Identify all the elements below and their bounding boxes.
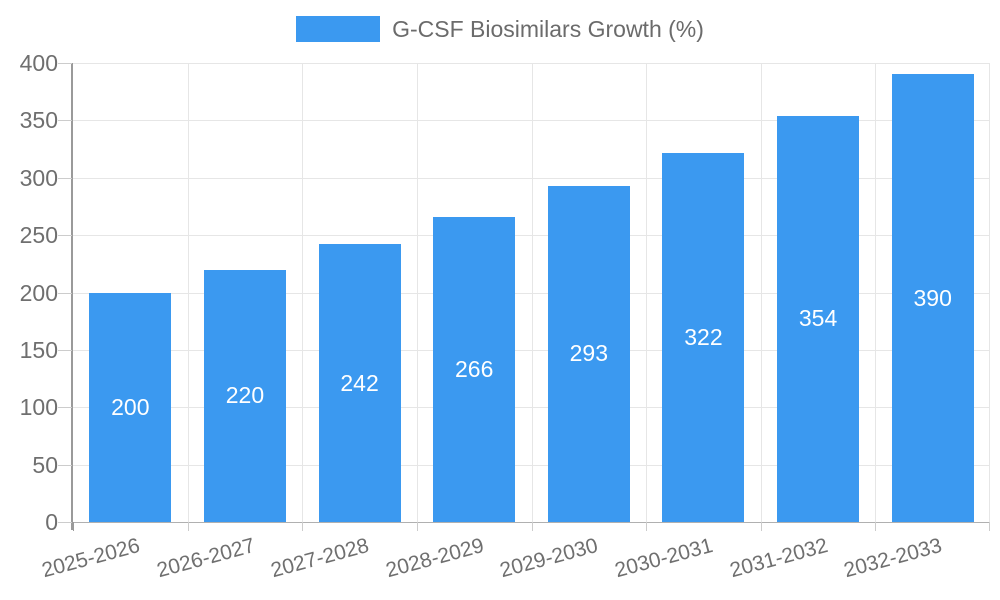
bar[interactable]: 322	[662, 152, 745, 522]
bar[interactable]: 293	[547, 185, 630, 522]
gridline-vertical	[302, 63, 304, 522]
gridline-vertical	[875, 63, 877, 522]
gridline-vertical	[646, 63, 648, 522]
y-axis-tick-label: 250	[19, 222, 58, 249]
bar-value-label: 242	[340, 369, 379, 396]
bar-value-label: 293	[569, 340, 608, 367]
x-axis-label-anchor: 2032-2033	[639, 534, 945, 582]
y-axis-tick-label: 350	[19, 107, 58, 134]
y-axis-tick-mark	[58, 407, 72, 409]
gridline-vertical	[187, 63, 189, 522]
x-axis-tick-label: 2032-2033	[841, 534, 945, 583]
x-axis-tick-mark	[416, 522, 418, 531]
y-axis-tick-mark	[58, 177, 72, 179]
legend-label: G-CSF Biosimilars Growth (%)	[392, 16, 704, 42]
y-axis-tick-mark	[58, 63, 72, 64]
legend-swatch	[296, 16, 381, 42]
gridline-vertical	[531, 63, 533, 522]
x-axis-tick-mark	[187, 522, 189, 531]
y-axis-tick-label: 200	[19, 279, 58, 306]
bar-value-label: 322	[684, 323, 723, 350]
chart-legend[interactable]: G-CSF Biosimilars Growth (%)	[0, 15, 1000, 43]
y-axis-tick-label: 300	[19, 164, 58, 191]
x-axis-tick-mark	[760, 522, 762, 531]
bar-value-label: 200	[111, 393, 150, 420]
gridline-vertical	[416, 63, 418, 522]
bar[interactable]: 390	[891, 74, 974, 522]
y-axis-line	[71, 63, 73, 530]
x-axis-tick-mark	[531, 522, 533, 531]
bar-value-label: 390	[913, 284, 952, 311]
bar-value-label: 354	[798, 305, 838, 332]
bar[interactable]: 266	[433, 216, 516, 522]
y-axis-tick-label: 100	[19, 394, 58, 421]
gridline-vertical	[989, 63, 990, 522]
y-axis-tick-label: 150	[19, 336, 58, 363]
y-axis-tick-label: 400	[19, 50, 58, 76]
y-axis-tick-mark	[58, 292, 72, 294]
gridline-vertical	[760, 63, 762, 522]
y-axis-tick-mark	[58, 464, 72, 466]
x-axis-tick-mark	[875, 522, 877, 531]
x-axis-tick-mark	[73, 522, 74, 531]
y-axis-tick-mark	[58, 522, 72, 523]
bar-value-label: 220	[225, 382, 265, 409]
bar[interactable]: 354	[777, 115, 860, 522]
x-axis-tick-mark	[302, 522, 304, 531]
y-axis-tick-mark	[58, 349, 72, 351]
x-axis-tick-mark	[989, 522, 990, 531]
y-axis-tick-mark	[58, 120, 72, 122]
bar[interactable]: 220	[203, 269, 286, 522]
x-axis-tick-mark	[646, 522, 648, 531]
y-axis-tick-label: 0	[45, 509, 58, 535]
bar-value-label: 266	[455, 355, 494, 382]
y-axis-tick-mark	[58, 235, 72, 237]
bar[interactable]: 242	[318, 244, 401, 522]
plot-area: 200 220 242 266 293 322 354 390	[73, 63, 990, 523]
bar[interactable]: 200	[89, 292, 172, 522]
y-axis-tick-label: 50	[32, 451, 58, 478]
